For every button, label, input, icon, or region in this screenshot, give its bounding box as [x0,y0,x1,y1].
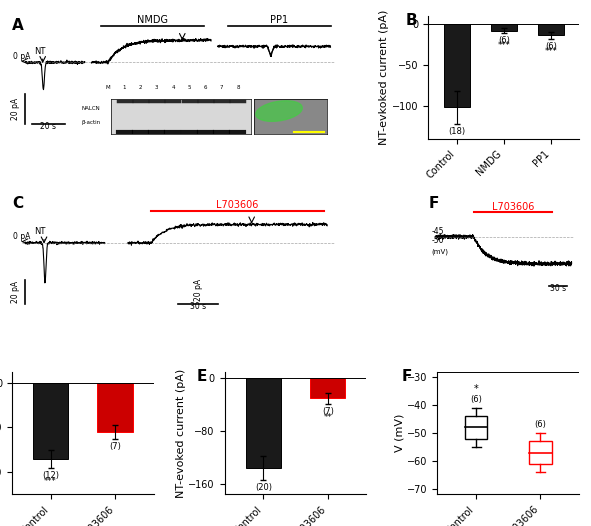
Text: 30 s: 30 s [550,284,566,292]
Text: NT: NT [34,227,45,236]
Text: L703606: L703606 [492,201,534,211]
Text: *: * [473,384,478,394]
Text: (6): (6) [470,395,482,404]
Text: F: F [428,196,439,211]
Y-axis label: NT-evoked current (pA): NT-evoked current (pA) [176,368,186,498]
Text: A: A [12,18,24,33]
Bar [98,383,133,432]
Text: (mV): (mV) [431,248,449,255]
Text: (18): (18) [448,127,465,136]
Text: 0 pA: 0 pA [14,52,31,60]
Y-axis label: V (mV): V (mV) [394,414,404,452]
Text: -45: -45 [431,227,444,236]
Text: (12): (12) [42,471,59,480]
Text: (7): (7) [109,442,121,451]
Text: 0 pA: 0 pA [14,232,31,241]
Text: (20): (20) [255,483,272,492]
Y-axis label: NT-evkoked current (pA): NT-evkoked current (pA) [379,9,389,145]
Text: (6): (6) [545,42,557,51]
Text: **: ** [323,413,332,422]
Bar [444,24,469,107]
Text: (6): (6) [498,36,509,45]
Text: PP1: PP1 [270,15,288,25]
Text: F: F [402,369,413,385]
Text: L703606: L703606 [216,200,259,210]
Bar [245,378,281,468]
Bar [491,24,517,31]
Bar [310,378,346,398]
FancyBboxPatch shape [529,441,552,464]
Text: 20 pA: 20 pA [11,98,20,120]
Text: ***: *** [544,47,557,56]
Text: E: E [196,369,207,385]
Bar [538,24,564,35]
FancyBboxPatch shape [465,417,488,439]
Bar [33,383,68,459]
Text: 20 pA: 20 pA [194,278,203,300]
Text: 20 pA: 20 pA [11,281,20,303]
Text: (6): (6) [534,420,547,429]
Text: ***: *** [498,41,510,50]
Text: C: C [12,196,23,211]
Text: B: B [405,13,417,28]
Text: 30 s: 30 s [190,302,206,311]
Text: (7): (7) [322,407,334,416]
Text: NMDG: NMDG [137,15,168,25]
Text: 20 s: 20 s [40,122,56,130]
Text: ***: *** [44,477,57,485]
Text: -50: -50 [431,236,444,245]
Text: NT: NT [34,47,45,56]
